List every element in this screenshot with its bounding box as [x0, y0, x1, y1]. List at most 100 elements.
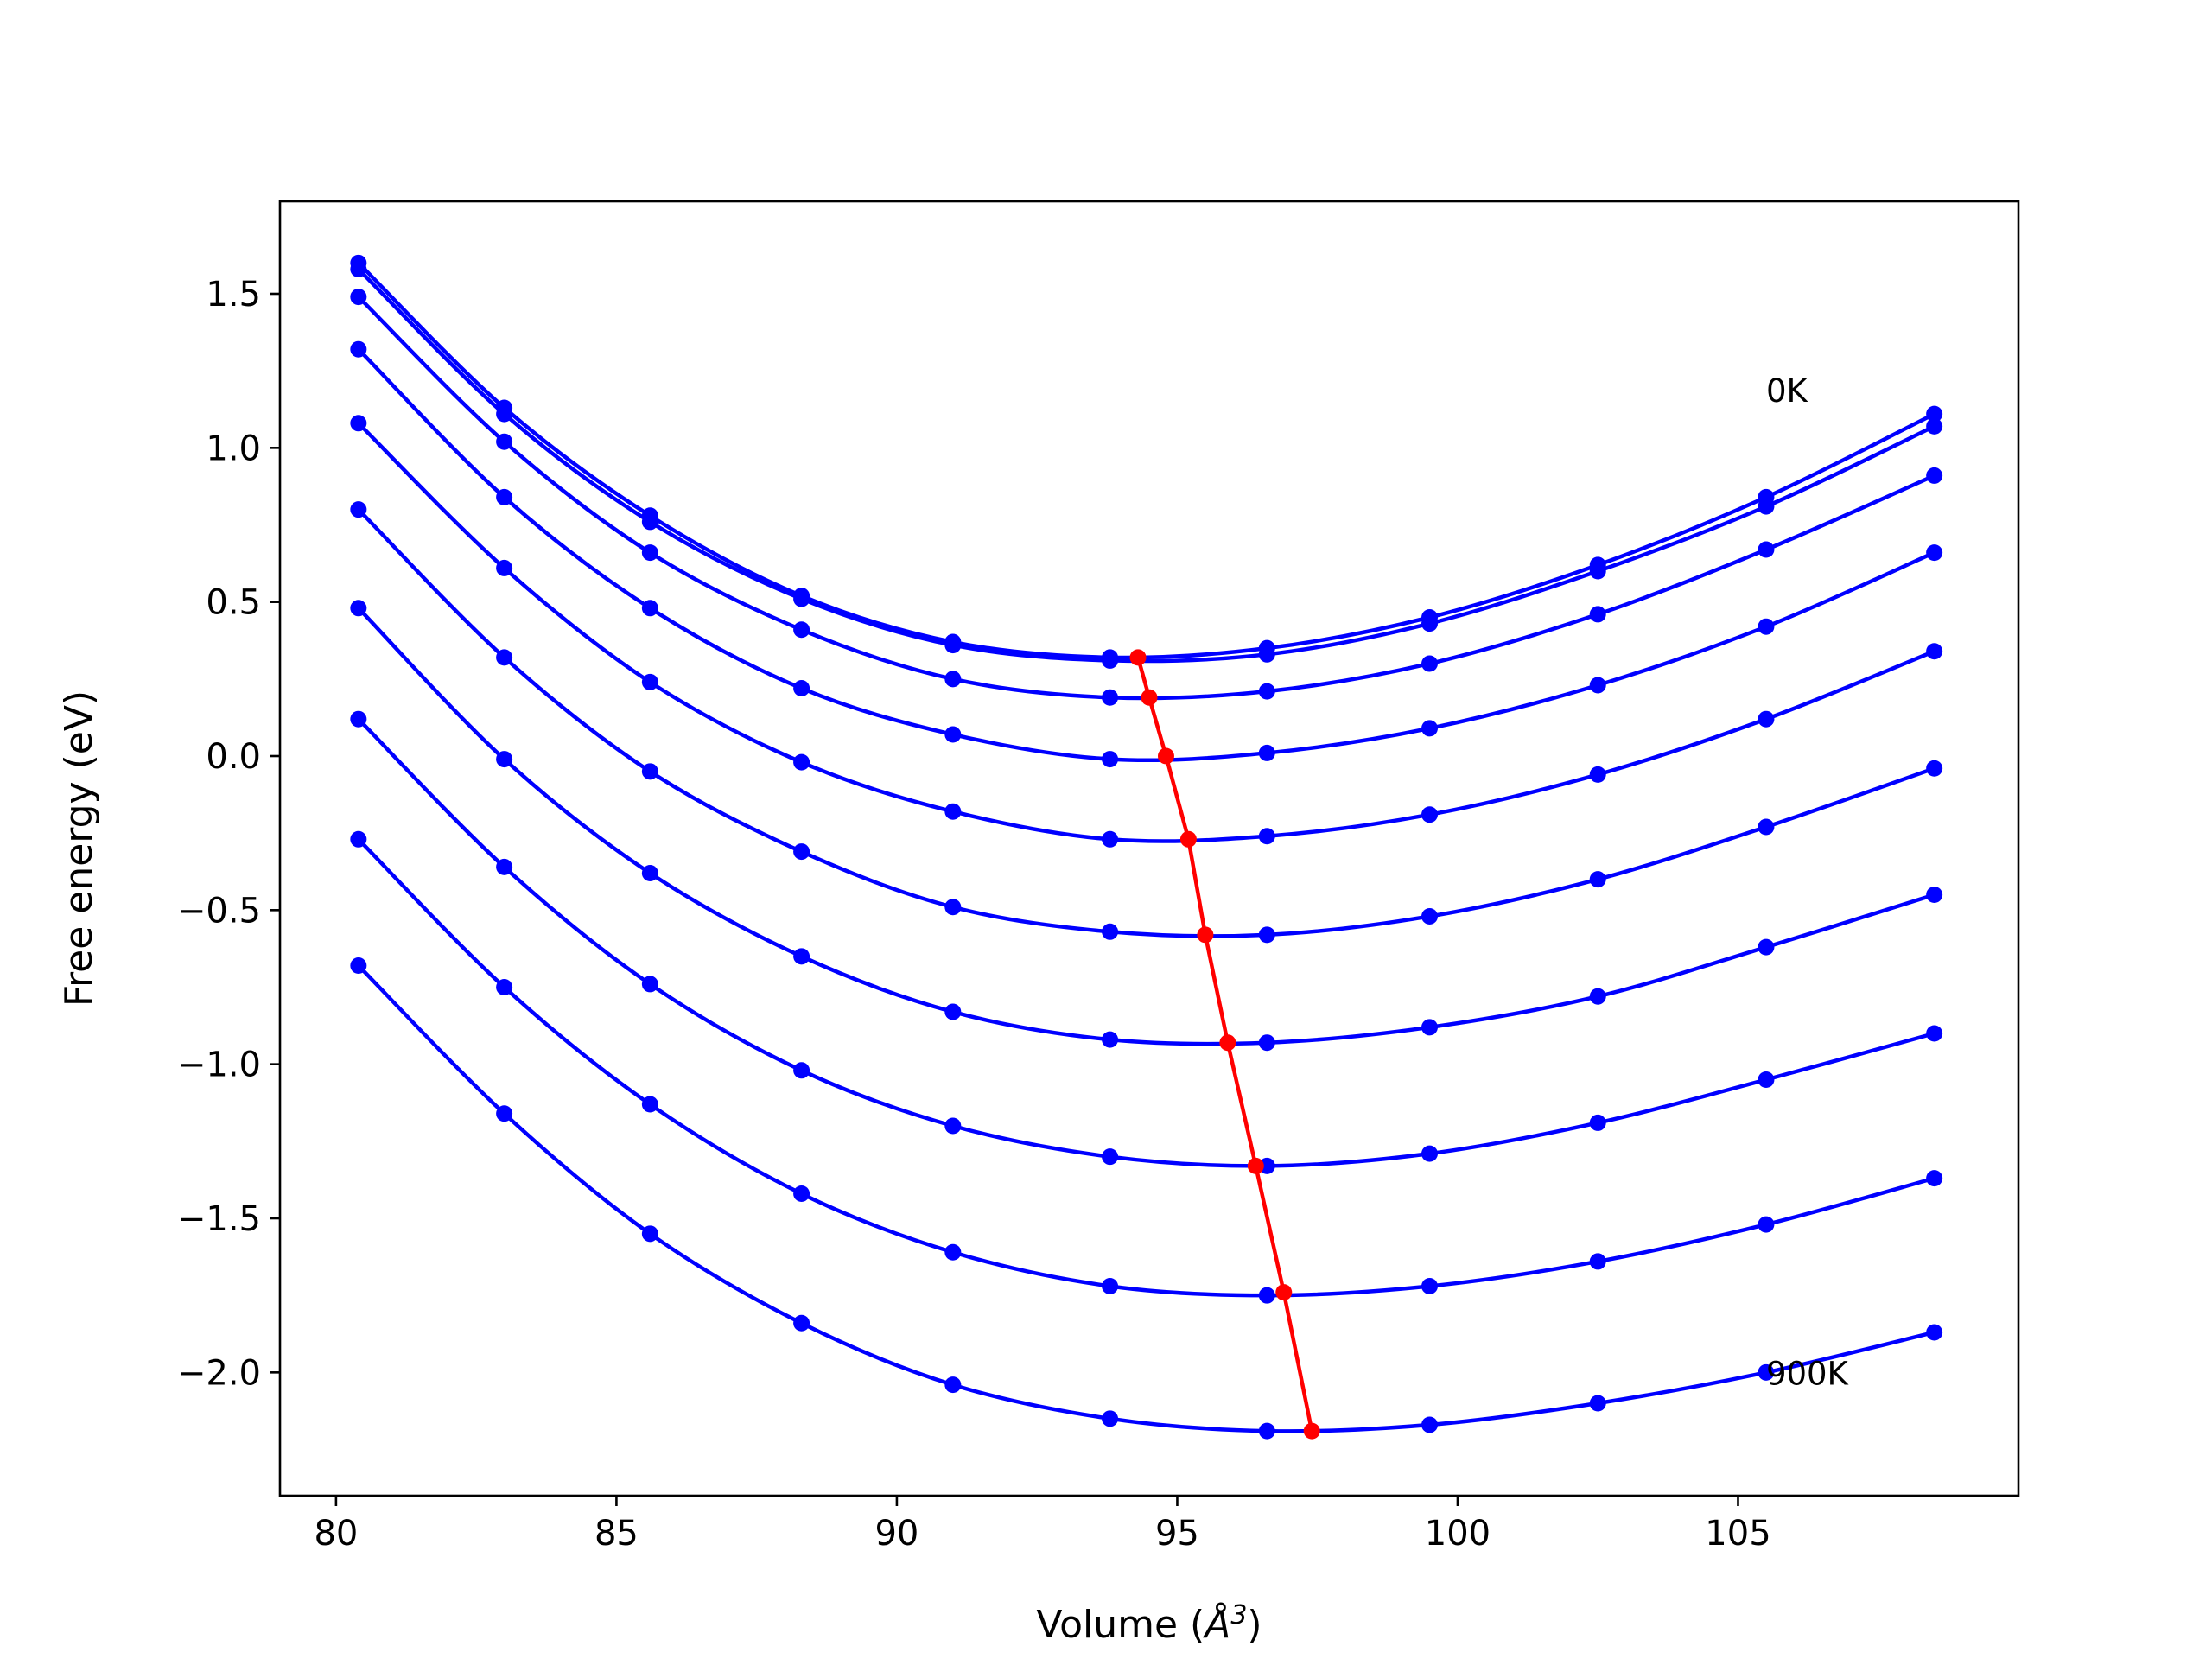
data-point — [496, 1105, 513, 1122]
data-point — [793, 680, 810, 697]
data-point — [1589, 1395, 1606, 1412]
series-300K — [350, 340, 1943, 768]
data-point — [793, 1062, 810, 1079]
data-point — [496, 488, 513, 505]
x-axis: 80 85 90 95 100 105 — [314, 1496, 1771, 1554]
x-tick-label: 80 — [314, 1514, 358, 1554]
data-point — [1758, 1071, 1775, 1088]
curves-layer — [350, 254, 1943, 1440]
data-point — [641, 513, 658, 531]
annotation-0K: 0K — [1766, 372, 1809, 410]
data-point — [1258, 1287, 1275, 1304]
x-axis-label: Volume (Å3) — [1036, 1600, 1262, 1647]
series-400K — [350, 415, 1943, 848]
data-point — [350, 260, 367, 277]
plot-frame — [278, 200, 2020, 1497]
data-point — [1258, 1034, 1275, 1052]
data-point — [496, 433, 513, 450]
x-tick-label: 105 — [1705, 1514, 1770, 1554]
data-point — [1258, 828, 1275, 845]
data-point — [1758, 541, 1775, 558]
data-point — [1102, 1277, 1119, 1294]
data-point — [1258, 1422, 1275, 1440]
data-point — [641, 865, 658, 882]
data-point — [1926, 1324, 1943, 1341]
data-point — [496, 649, 513, 666]
data-point — [496, 559, 513, 576]
data-point — [350, 340, 367, 358]
equilibrium-point — [1275, 1284, 1293, 1301]
data-point — [1926, 544, 1943, 562]
annotation-900K: 900K — [1766, 1356, 1850, 1393]
annotation-layer: 0K 900K — [1766, 372, 1850, 1393]
data-point — [1258, 683, 1275, 700]
series-700K — [350, 710, 1943, 1174]
equilibrium-layer — [1129, 649, 1320, 1440]
data-point — [1926, 1170, 1943, 1187]
data-point — [641, 1096, 658, 1113]
equilibrium-point — [1197, 926, 1214, 944]
y-tick-label: 0.0 — [206, 737, 261, 777]
data-point — [1421, 655, 1439, 672]
data-point — [944, 803, 962, 820]
data-point — [350, 830, 367, 848]
equilibrium-point — [1303, 1422, 1320, 1440]
series-800K — [350, 830, 1943, 1304]
data-point — [496, 858, 513, 875]
data-point — [641, 976, 658, 993]
data-point — [944, 1376, 962, 1394]
data-point — [641, 544, 658, 562]
data-point — [496, 979, 513, 995]
equilibrium-point — [1179, 830, 1197, 848]
data-point — [1758, 498, 1775, 515]
data-point — [350, 501, 367, 518]
equilibrium-point — [1247, 1157, 1264, 1174]
data-point — [1102, 830, 1119, 848]
y-tick-label: 0.5 — [206, 583, 261, 623]
data-point — [1926, 405, 1943, 423]
data-point — [1926, 467, 1943, 484]
data-point — [793, 1185, 810, 1202]
y-axis-label: Free energy (eV) — [57, 690, 101, 1007]
data-point — [1421, 1416, 1439, 1433]
data-point — [1589, 563, 1606, 580]
data-point — [1926, 760, 1943, 777]
data-point — [350, 710, 367, 728]
data-point — [1102, 751, 1119, 768]
data-point — [350, 957, 367, 975]
y-tick-label: −1.5 — [177, 1199, 261, 1239]
data-point — [496, 751, 513, 768]
equilibrium-point — [1157, 747, 1174, 765]
series-600K — [350, 600, 1943, 1052]
data-point — [1926, 1025, 1943, 1042]
data-point — [1758, 1363, 1775, 1381]
data-point — [1589, 988, 1606, 1005]
data-point — [641, 1225, 658, 1243]
data-point — [944, 1003, 962, 1020]
data-point — [1102, 1148, 1119, 1166]
equilibrium-point — [1141, 689, 1158, 706]
data-point — [793, 590, 810, 607]
data-point — [1758, 618, 1775, 635]
y-tick-label: −1.0 — [177, 1046, 261, 1085]
data-point — [1589, 677, 1606, 694]
y-tick-label: 1.5 — [206, 275, 261, 315]
y-axis: 1.5 1.0 0.5 0.0 −0.5 −1.0 −1.5 −2.0 — [177, 275, 280, 1393]
data-point — [1589, 606, 1606, 623]
data-point — [1102, 1410, 1119, 1427]
x-tick-label: 100 — [1425, 1514, 1491, 1554]
data-point — [641, 600, 658, 617]
data-point — [1758, 938, 1775, 956]
data-point — [793, 948, 810, 965]
data-point — [944, 1117, 962, 1135]
data-point — [1421, 1145, 1439, 1162]
data-point — [1589, 871, 1606, 888]
data-point — [1589, 1114, 1606, 1131]
series-200K — [350, 289, 1943, 706]
data-point — [350, 289, 367, 306]
data-point — [793, 843, 810, 861]
data-point — [793, 753, 810, 771]
data-point — [1758, 818, 1775, 836]
